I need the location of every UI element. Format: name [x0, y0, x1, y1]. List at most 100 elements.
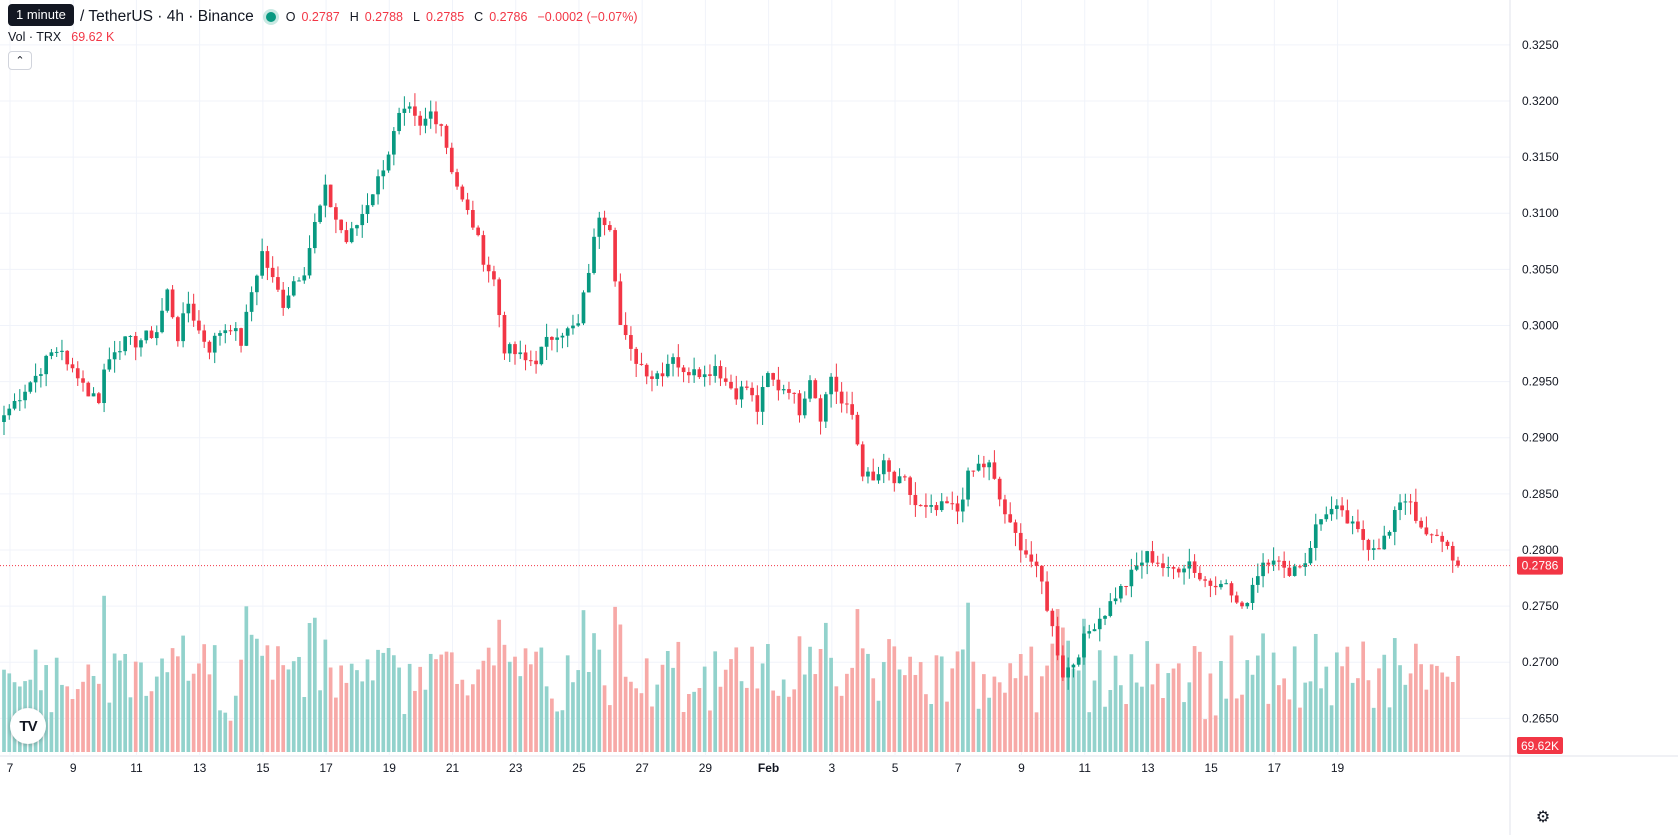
price-axis: 0.3250 0.3200 0.3150 0.3100 0.3050 0.3000 0.29…: [1522, 38, 1559, 725]
candle-body: [945, 501, 949, 504]
candle-body: [528, 360, 533, 362]
candle-body: [1319, 519, 1323, 525]
volume-bar: [70, 699, 75, 752]
candle-body: [1224, 583, 1229, 585]
candle-body: [544, 336, 549, 347]
last-volume-label: 69.62K: [1521, 739, 1559, 753]
candle-body: [1371, 548, 1376, 550]
collapse-legend-button[interactable]: ⌃: [8, 51, 32, 70]
volume-bar: [755, 688, 760, 752]
volume-bar: [297, 656, 301, 752]
volume-bar: [829, 657, 833, 752]
volume-bar: [544, 686, 549, 752]
candle-body: [413, 106, 417, 116]
volume-bar: [845, 673, 849, 752]
candle-body: [23, 391, 27, 401]
volume-bar: [1182, 702, 1186, 752]
candle-body: [692, 369, 696, 376]
volume-bars: [2, 595, 1460, 752]
volume-bar: [939, 656, 944, 752]
candle-body: [992, 462, 997, 479]
candle-body: [1329, 508, 1334, 515]
volume-bar: [1403, 684, 1408, 752]
volume-bar: [1087, 712, 1092, 752]
candle-body: [1435, 534, 1439, 536]
candle-body: [165, 289, 170, 311]
candle-body: [112, 352, 117, 360]
volume-bar: [1097, 650, 1102, 752]
volume-bar: [813, 674, 818, 752]
volume-bar: [945, 701, 949, 752]
time-tick-label: 27: [635, 761, 649, 775]
volume-bar: [1255, 655, 1260, 752]
candle-body: [281, 289, 286, 308]
time-tick-label: Feb: [758, 761, 779, 775]
candle-body: [423, 118, 428, 126]
volume-bar: [766, 644, 770, 752]
volume-bar: [191, 673, 196, 752]
volume-bar: [1429, 664, 1434, 752]
volume-bar: [1024, 675, 1028, 752]
candle-body: [939, 501, 944, 511]
candle-body: [634, 348, 639, 364]
volume-bar: [976, 708, 981, 752]
candle-body: [407, 106, 412, 109]
symbol-title[interactable]: / TetherUS · 4h · Binance: [80, 8, 254, 25]
candle-body: [560, 335, 565, 338]
time-tick-label: 13: [1141, 761, 1155, 775]
volume-bar: [1171, 668, 1176, 752]
candle-body: [202, 330, 207, 342]
volume-bar: [1008, 663, 1013, 752]
volume-bar: [860, 648, 865, 752]
candle-body: [1108, 601, 1113, 616]
volume-bar: [950, 668, 955, 752]
last-price-badge: [1517, 556, 1563, 575]
time-tick-label: 9: [70, 761, 77, 775]
candle-body: [1303, 563, 1308, 567]
volume-bar: [892, 646, 897, 752]
candle-body: [176, 317, 180, 342]
candle-body: [291, 281, 296, 296]
volume-bar: [1303, 682, 1308, 752]
gear-icon[interactable]: ⚙: [1535, 809, 1551, 826]
volume-bar: [1140, 686, 1144, 752]
volume-bar: [1424, 689, 1429, 752]
candle-body: [1045, 581, 1049, 611]
candle-body: [586, 272, 591, 293]
candle-body: [1324, 514, 1329, 520]
volume-label[interactable]: Vol · TRX: [8, 30, 62, 44]
volume-bar: [1366, 680, 1371, 752]
volume-bar: [555, 711, 559, 752]
candle-body: [618, 281, 623, 325]
price-tick-label: 0.2900: [1522, 431, 1559, 445]
tradingview-logo-icon[interactable]: TV: [10, 708, 46, 744]
volume-bar: [676, 641, 681, 752]
candle-body: [160, 310, 164, 333]
candle-body: [597, 217, 602, 237]
volume-bar: [507, 661, 512, 752]
volume-bar: [729, 659, 733, 752]
candle-body: [881, 460, 886, 475]
candle-body: [1277, 560, 1281, 562]
volume-bar: [165, 672, 170, 752]
volume-bar: [312, 617, 317, 752]
candle-body: [1182, 568, 1186, 573]
volume-bar: [1414, 643, 1418, 752]
volume-bar: [81, 681, 85, 752]
time-tick-label: 7: [955, 761, 962, 775]
candle-body: [1018, 532, 1023, 551]
candle-body: [323, 184, 328, 206]
candle-body: [191, 303, 196, 321]
volume-bar: [255, 638, 259, 752]
volume-bar: [54, 657, 59, 752]
volume-bar: [934, 655, 939, 752]
candle-body: [924, 505, 928, 507]
time-tick-label: 15: [1204, 761, 1218, 775]
volume-bar: [787, 696, 791, 752]
volume-bar: [960, 649, 965, 752]
candle-body: [471, 210, 475, 228]
volume-bar: [781, 679, 786, 752]
candle-body: [376, 176, 380, 195]
volume-bar: [1129, 654, 1134, 752]
